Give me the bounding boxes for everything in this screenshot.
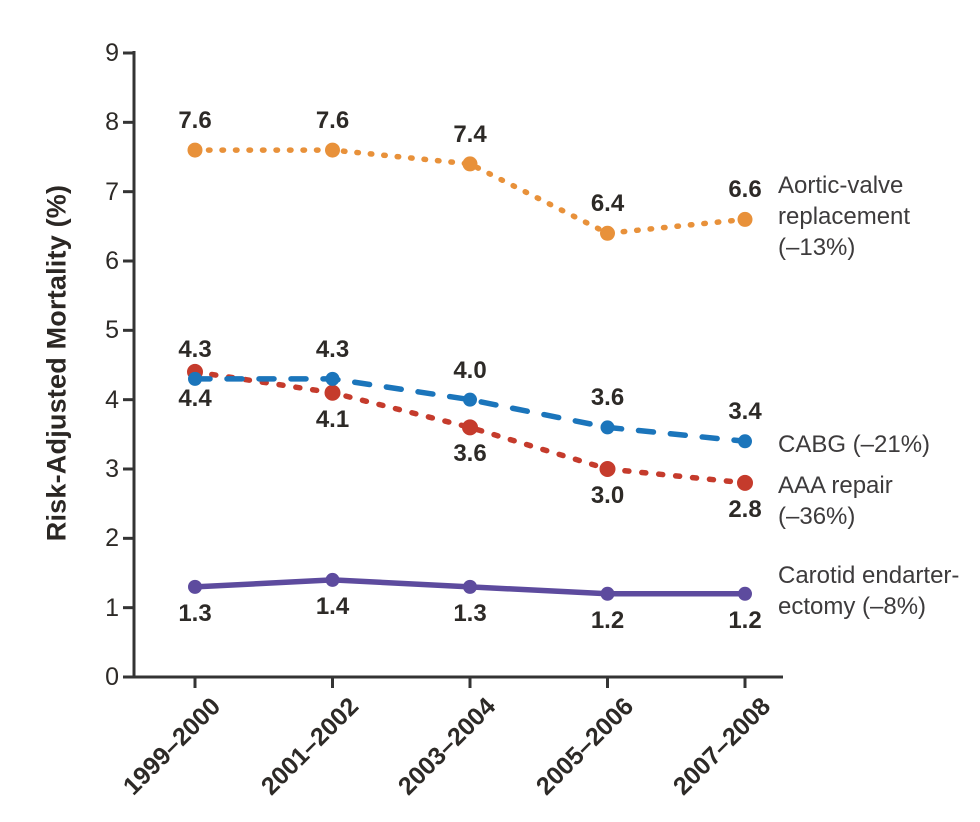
data-point-label: 4.4 [178,384,212,412]
y-tick-label: 8 [105,108,119,137]
data-point-label: 6.6 [728,176,762,204]
data-point-label: 1.3 [178,599,212,627]
y-tick-label: 0 [105,663,119,691]
y-tick-label: 1 [105,593,119,622]
y-axis-title: Risk-Adjusted Mortality (%) [41,184,72,542]
data-point-label: 3.6 [453,440,487,468]
legend-line: (–13%) [778,233,856,261]
legend-line: AAA repair [778,471,893,499]
series-marker [738,586,752,601]
series-line [192,376,748,445]
series-marker [325,142,340,158]
y-tick-label: 9 [105,39,119,67]
data-point-label: 7.6 [315,107,350,135]
series-marker [462,156,478,172]
legend-line: CABG (–21%) [778,430,931,458]
series-marker [188,371,202,386]
data-point-label: 4.3 [315,335,350,363]
series-marker [738,434,752,449]
data-point-label: 3.6 [590,384,625,412]
data-point-label: 7.6 [178,107,212,135]
legend-line: replacement [778,202,911,230]
data-point-label: 1.2 [728,606,762,634]
data-point-label: 4.1 [315,405,350,433]
data-point-label: 2.8 [728,495,762,523]
data-point-label: 1.3 [453,599,487,627]
data-point-label: 1.2 [590,606,625,634]
series-marker [325,572,340,587]
data-point-label: 3.4 [728,398,762,426]
y-tick-label: 7 [105,177,119,206]
legend-entry: AAA repair (–36%) [778,470,893,532]
series-marker [187,142,203,158]
series-marker [600,586,615,601]
data-point-label: 1.4 [315,592,350,620]
y-tick-label: 4 [105,385,119,414]
series-marker [600,420,615,435]
series-marker [463,392,477,407]
legend-line: ectomy (–8%) [778,592,927,620]
data-point-label: 6.4 [590,190,625,218]
series-marker [325,371,340,386]
y-tick-label: 3 [105,455,119,483]
series-marker [737,474,753,491]
series-marker [462,419,478,436]
data-point-label: 4.0 [453,356,487,384]
series-marker [324,384,341,401]
series-line [192,147,748,237]
series-marker [600,225,615,241]
data-point-label: 4.3 [178,335,212,363]
y-tick-label: 6 [105,247,119,275]
series-marker [737,211,753,227]
series-marker [463,579,477,594]
legend-line: Carotid endarter- [778,561,960,589]
data-point-label: 3.0 [590,482,625,509]
legend-entry: Aortic-valve replacement (–13%) [778,170,910,263]
data-point-label: 7.4 [453,120,487,148]
legend-entry: Carotid endarter-ectomy (–8%) [778,560,959,622]
series-marker [188,579,202,594]
legend-entry: CABG (–21%) [778,429,930,460]
series-marker [599,461,616,477]
y-tick-label: 5 [105,316,119,345]
legend-line: Aortic-valve [778,171,904,199]
legend-line: (–36%) [778,502,856,530]
y-tick-label: 2 [105,524,119,553]
